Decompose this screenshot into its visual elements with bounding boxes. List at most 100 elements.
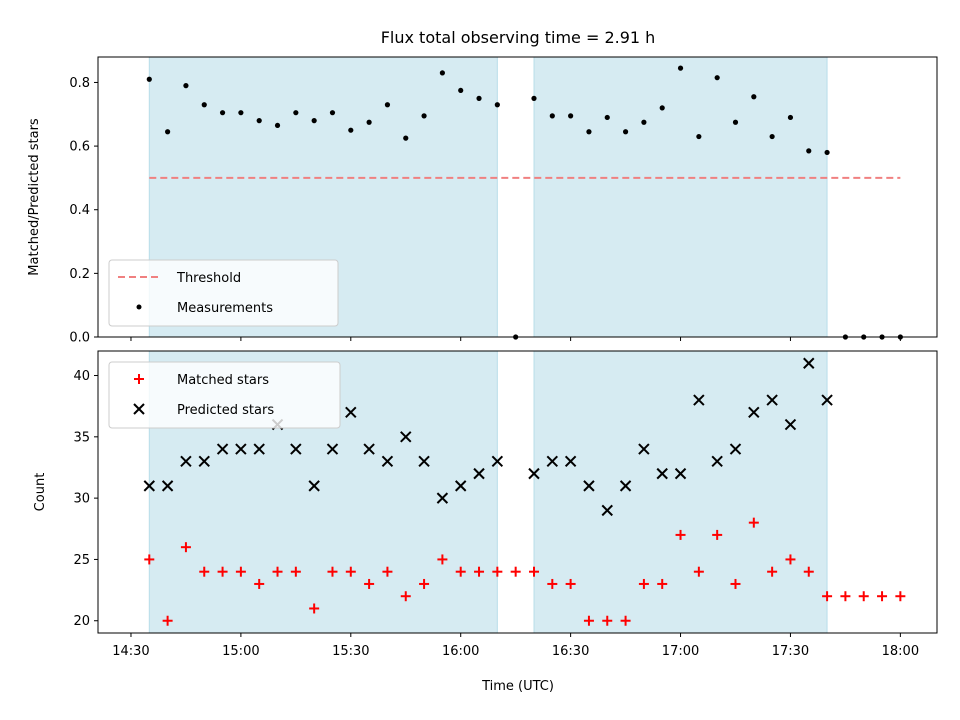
predicted-star-point [564, 455, 577, 468]
x-stroke [455, 480, 467, 492]
measurement-point [659, 105, 665, 111]
predicted-star-point [674, 467, 687, 480]
matched-star-point [327, 566, 338, 577]
top-y-ticks: 0.0 0.2 0.4 0.6 0.8 [69, 76, 98, 346]
predicted-star-point [784, 418, 797, 431]
measurement-point [476, 95, 482, 101]
measurement-point [238, 110, 244, 116]
top-y-axis-label: Matched/Predicted stars [27, 118, 42, 276]
x-stroke [803, 357, 815, 369]
top-panel: 0.00.20.40.60.8 Matched/Predicted stars … [27, 56, 938, 346]
matched-star-point [803, 566, 814, 577]
predicted-star-point [455, 480, 467, 492]
predicted-star-point [400, 431, 412, 443]
bottom-y-ticks: 20 25 30 35 40 [73, 369, 98, 629]
bottom-y-axis-label: Count [33, 473, 48, 512]
top-x-ticks [130, 337, 901, 341]
bottom-legend-box [108, 361, 341, 429]
measurement-point [366, 119, 372, 125]
measurement-point [329, 110, 336, 116]
measurement-point [293, 110, 299, 116]
predicted-star-point [803, 357, 815, 369]
x-stroke [143, 480, 155, 492]
x-stroke [711, 455, 723, 468]
x-tick-label: 17:00 [662, 644, 699, 659]
predicted-star-point [381, 455, 394, 468]
matched-star-point [712, 529, 723, 540]
x-stroke [326, 443, 339, 455]
predicted-star-point [345, 406, 357, 419]
matched-star-point [547, 578, 558, 589]
predicted-star-point [216, 443, 229, 455]
x-stroke [656, 467, 668, 480]
y-tick-label: 0.6 [69, 140, 90, 155]
matched-star-point [382, 566, 393, 577]
measurement-point [714, 75, 720, 81]
matched-star-point [419, 578, 430, 589]
predicted-star-point [656, 467, 668, 480]
matched-star-point [272, 566, 283, 577]
measurement-point [183, 83, 189, 89]
legend-plus-marker [134, 374, 144, 384]
measurement-point [146, 76, 152, 82]
bottom-panel: 20 25 30 35 40 14:30 15:00 15:30 16:00 16:30 17:0… [33, 350, 938, 694]
measurement-point [439, 70, 445, 76]
measurement-point [751, 94, 757, 100]
bottom-legend: Matched stars Predicted stars [108, 361, 341, 429]
legend-threshold-label: Threshold [176, 271, 241, 286]
predicted-star-point [161, 480, 174, 492]
y-tick-label: 0.2 [69, 267, 90, 282]
measurement-point [219, 110, 226, 116]
predicted-star-point [491, 455, 504, 468]
matched-star-point [400, 591, 411, 602]
top-legend: Threshold Measurements [108, 259, 339, 327]
predicted-stars-points [143, 357, 833, 517]
matched-star-point [528, 566, 539, 577]
chart-title: Flux total observing time = 2.91 h [381, 28, 656, 47]
x-stroke [400, 431, 412, 443]
y-tick-label: 35 [73, 430, 90, 445]
predicted-star-point [326, 443, 339, 455]
measurement-point [274, 122, 281, 129]
x-stroke [693, 394, 705, 406]
matched-star-point [730, 578, 741, 589]
y-tick-label: 0.4 [69, 203, 90, 218]
legend-x-marker [133, 403, 145, 415]
measurement-point [531, 95, 537, 101]
matched-star-point [510, 566, 521, 577]
matched-star-point [290, 566, 301, 577]
measurement-point [549, 113, 555, 119]
predicted-star-point [711, 455, 723, 468]
matched-star-point [785, 554, 796, 565]
matched-star-point [309, 603, 320, 614]
measurement-point [604, 114, 610, 121]
x-stroke [784, 418, 797, 431]
x-stroke [418, 455, 430, 468]
x-stroke [491, 455, 504, 468]
x-stroke [583, 480, 595, 492]
x-stroke [198, 455, 210, 468]
top-legend-box [108, 259, 339, 327]
y-tick-label: 20 [73, 614, 90, 629]
x-stroke [235, 443, 247, 455]
matched-star-point [748, 517, 759, 528]
predicted-star-point [473, 467, 485, 480]
x-tick-label: 15:00 [222, 644, 259, 659]
predicted-star-point [546, 455, 559, 468]
predicted-star-point [418, 455, 430, 468]
x-stroke [363, 443, 375, 455]
matched-star-point [565, 578, 576, 589]
measurement-point [403, 135, 409, 141]
x-stroke [161, 480, 174, 492]
matched-star-point [345, 566, 356, 577]
measurement-point [458, 87, 464, 94]
x-stroke [546, 455, 559, 468]
matched-star-point [162, 615, 173, 626]
predicted-star-point [235, 443, 247, 455]
legend-measurements-label: Measurements [177, 301, 273, 316]
x-stroke [216, 443, 229, 455]
measurement-point [586, 129, 592, 135]
x-tick-label: 16:00 [442, 644, 479, 659]
y-tick-label: 40 [73, 369, 90, 384]
measurement-point [696, 133, 702, 140]
